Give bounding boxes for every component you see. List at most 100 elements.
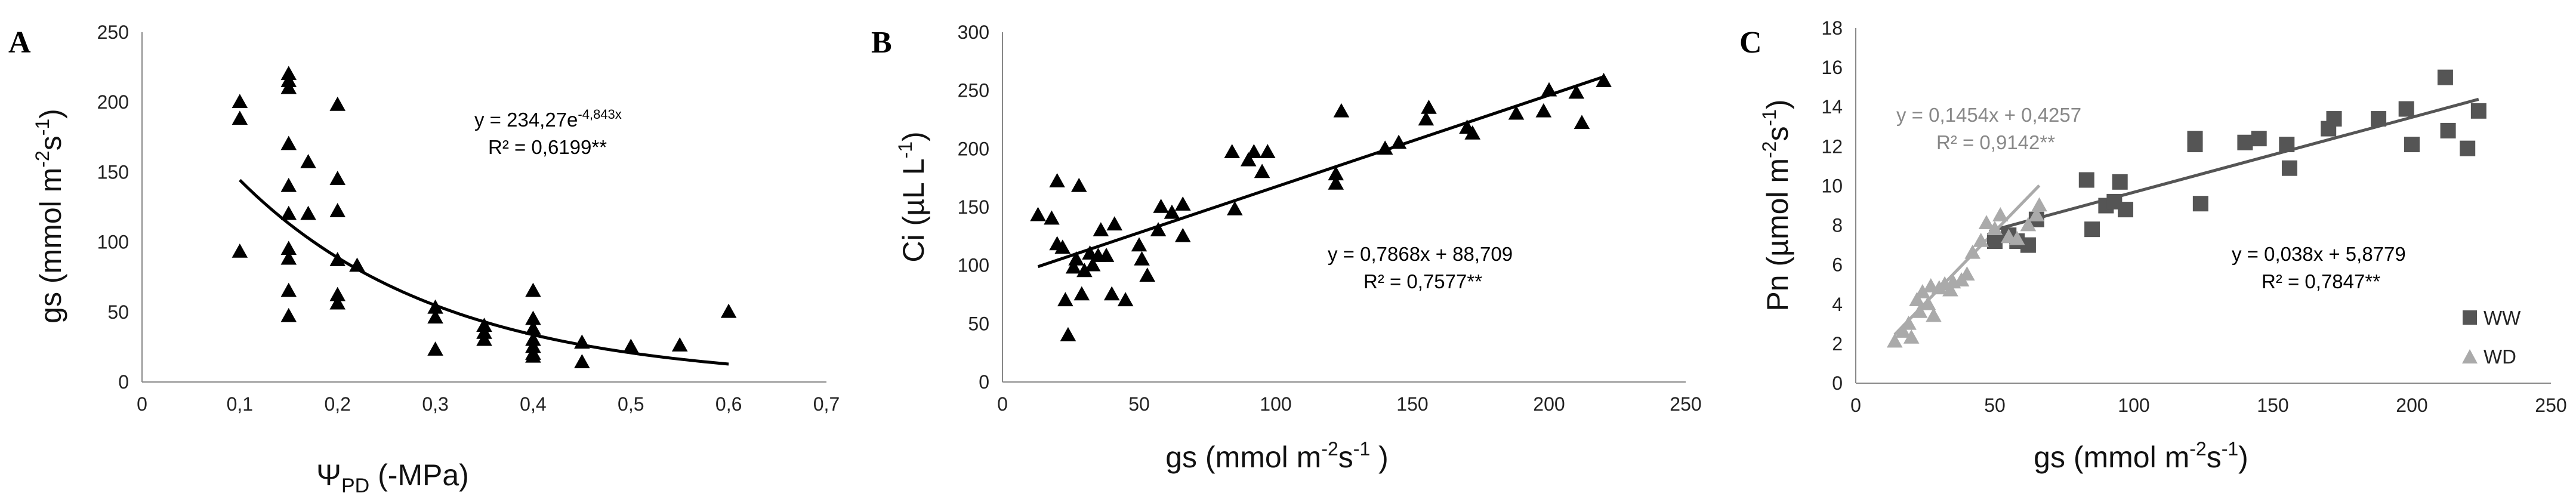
data-point — [1959, 266, 1975, 281]
data-point — [1901, 315, 1917, 330]
x-tick-label: 200 — [1533, 393, 1565, 415]
panel-b-r2: R² = 0,7577** — [1363, 270, 1482, 292]
data-point — [525, 310, 541, 325]
data-point — [1421, 99, 1437, 114]
y-tick-label: 0 — [118, 371, 129, 393]
x-tick-label: 100 — [1260, 393, 1291, 415]
x-tick-label: 50 — [1984, 395, 2006, 416]
x-tick-label: 0 — [137, 393, 147, 415]
data-point — [1541, 82, 1557, 97]
data-point — [1103, 286, 1120, 301]
data-point — [427, 341, 443, 356]
data-point — [1150, 222, 1167, 236]
data-point — [1093, 222, 1109, 236]
data-point — [280, 135, 297, 150]
panel-a-points — [232, 66, 737, 368]
x-tick-label: 0,7 — [813, 393, 840, 415]
data-point — [2440, 122, 2456, 138]
data-point — [1911, 304, 1928, 318]
data-point — [1044, 210, 1060, 225]
x-tick-label: 0,4 — [520, 393, 546, 415]
data-point — [280, 282, 297, 297]
panel-c-y-label: Pn (µmol m-2s-1) — [1759, 99, 1794, 311]
data-point — [1246, 144, 1262, 158]
data-point — [1920, 295, 1936, 310]
x-tick-label: 0,5 — [618, 393, 644, 415]
data-point — [1986, 221, 2003, 235]
data-point — [1106, 216, 1123, 231]
data-point — [2084, 221, 2100, 238]
panel-a-ticks: 0 50 100 150 200 250 0 0,1 0,2 0,3 0,4 0,5 0,6 0,7 — [97, 21, 840, 415]
data-point — [329, 203, 346, 217]
y-tick-label: 250 — [97, 21, 129, 43]
data-point — [232, 110, 248, 125]
data-point — [525, 320, 541, 335]
data-point — [1065, 259, 1082, 274]
x-tick-label: 200 — [2396, 395, 2427, 416]
data-point — [280, 177, 297, 192]
data-point — [2460, 140, 2476, 156]
data-point — [574, 334, 590, 349]
data-point — [1227, 201, 1243, 215]
data-point — [2009, 230, 2025, 245]
data-point — [2279, 137, 2295, 153]
y-tick-label: 6 — [1832, 254, 1843, 276]
y-tick-label: 100 — [958, 255, 989, 276]
data-point — [1174, 196, 1191, 211]
panel-b-y-label: Ci (µL L-1) — [894, 131, 930, 262]
data-point — [1568, 84, 1585, 99]
panel-b-x-label: gs (mmol m-2s-1 ) — [1165, 438, 1389, 474]
data-point — [1060, 326, 1076, 341]
data-point — [1596, 73, 1612, 87]
data-point — [1224, 144, 1241, 158]
data-point — [300, 153, 316, 168]
panel-a-x-label: ΨPD (-MPa) — [316, 458, 469, 493]
panel-c-wd-r2: R² = 0,9142** — [1936, 131, 2055, 153]
data-point — [232, 244, 248, 258]
data-point — [2112, 174, 2128, 190]
y-tick-label: 150 — [97, 161, 129, 183]
panel-c-ww-points — [1987, 69, 2486, 253]
data-point — [232, 94, 248, 108]
y-tick-label: 200 — [97, 91, 129, 113]
data-point — [574, 354, 590, 368]
data-point — [2187, 137, 2203, 153]
data-point — [1049, 173, 1065, 187]
y-tick-label: 100 — [97, 232, 129, 253]
y-tick-label: 16 — [1821, 57, 1843, 78]
data-point — [2192, 196, 2208, 212]
data-point — [1084, 257, 1101, 272]
data-point — [1328, 175, 1344, 190]
data-point — [1070, 177, 1087, 192]
x-tick-label: 50 — [1128, 393, 1150, 415]
y-tick-label: 250 — [958, 80, 989, 101]
legend-wd-label: WD — [2484, 346, 2516, 368]
data-point — [329, 96, 346, 111]
data-point — [1418, 111, 1434, 126]
panel-b-fit-line — [1037, 75, 1605, 269]
data-point — [2404, 137, 2420, 153]
data-point — [2031, 197, 2047, 212]
data-point — [1134, 251, 1150, 266]
y-tick-label: 10 — [1821, 175, 1843, 196]
data-point — [1139, 267, 1156, 282]
y-tick-label: 50 — [107, 301, 129, 323]
data-point — [1377, 140, 1393, 155]
panel-letter-b: B — [871, 26, 892, 60]
data-point — [1254, 164, 1270, 178]
data-point — [671, 337, 688, 352]
data-point — [349, 257, 365, 272]
panel-a-r2: R² = 0,6199** — [488, 136, 607, 158]
data-point — [2237, 134, 2253, 150]
data-point — [1076, 263, 1093, 278]
panel-letter-c: C — [1739, 26, 1762, 60]
panel-c-ww-equation: y = 0,038x + 5,8779 — [2232, 243, 2406, 265]
panel-b-points — [1030, 73, 1612, 341]
legend-ww-label: WW — [2484, 307, 2521, 329]
y-tick-label: 2 — [1832, 333, 1843, 355]
data-point — [1240, 152, 1257, 167]
y-tick-label: 18 — [1821, 17, 1843, 39]
data-point — [1030, 207, 1046, 221]
y-tick-label: 8 — [1832, 215, 1843, 236]
data-point — [1535, 103, 1552, 118]
